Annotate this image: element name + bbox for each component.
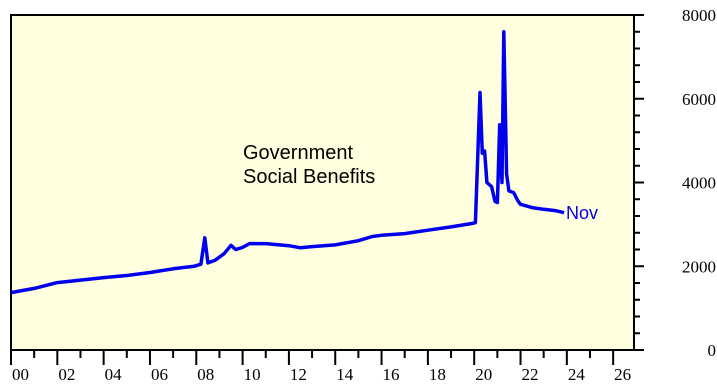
x-tick-label: 20 [475,365,492,384]
y-tick-label: 6000 [682,90,716,109]
x-tick-label: 10 [244,365,261,384]
annotation-line-2: Social Benefits [243,166,375,188]
plot-area [10,14,635,351]
y-axis: 0 2000 4000 6000 8000 [634,6,716,360]
x-tick-label: 00 [12,365,29,384]
x-tick-label: 08 [197,365,214,384]
x-tick-label: 12 [290,365,307,384]
x-tick-label: 22 [522,365,539,384]
x-tick-label: 14 [336,365,354,384]
x-tick-label: 04 [105,365,123,384]
annotation-line-1: Government [243,142,353,164]
x-tick-label: 16 [383,365,400,384]
series-line-0 [10,30,565,295]
x-axis: 00 02 04 06 08 10 12 14 16 18 20 22 24 26 [10,350,631,384]
series-end-label: Nov [566,203,598,223]
x-tick-label: 18 [429,365,446,384]
series-layer [10,30,565,295]
y-tick-label: 0 [708,341,717,360]
x-tick-label: 02 [58,365,75,384]
x-tick-label: 24 [568,365,586,384]
y-tick-label: 4000 [682,174,716,193]
y-tick-label: 2000 [682,257,716,276]
x-tick-label: 26 [614,365,631,384]
x-tick-label: 06 [151,365,168,384]
y-tick-label: 8000 [682,6,716,25]
